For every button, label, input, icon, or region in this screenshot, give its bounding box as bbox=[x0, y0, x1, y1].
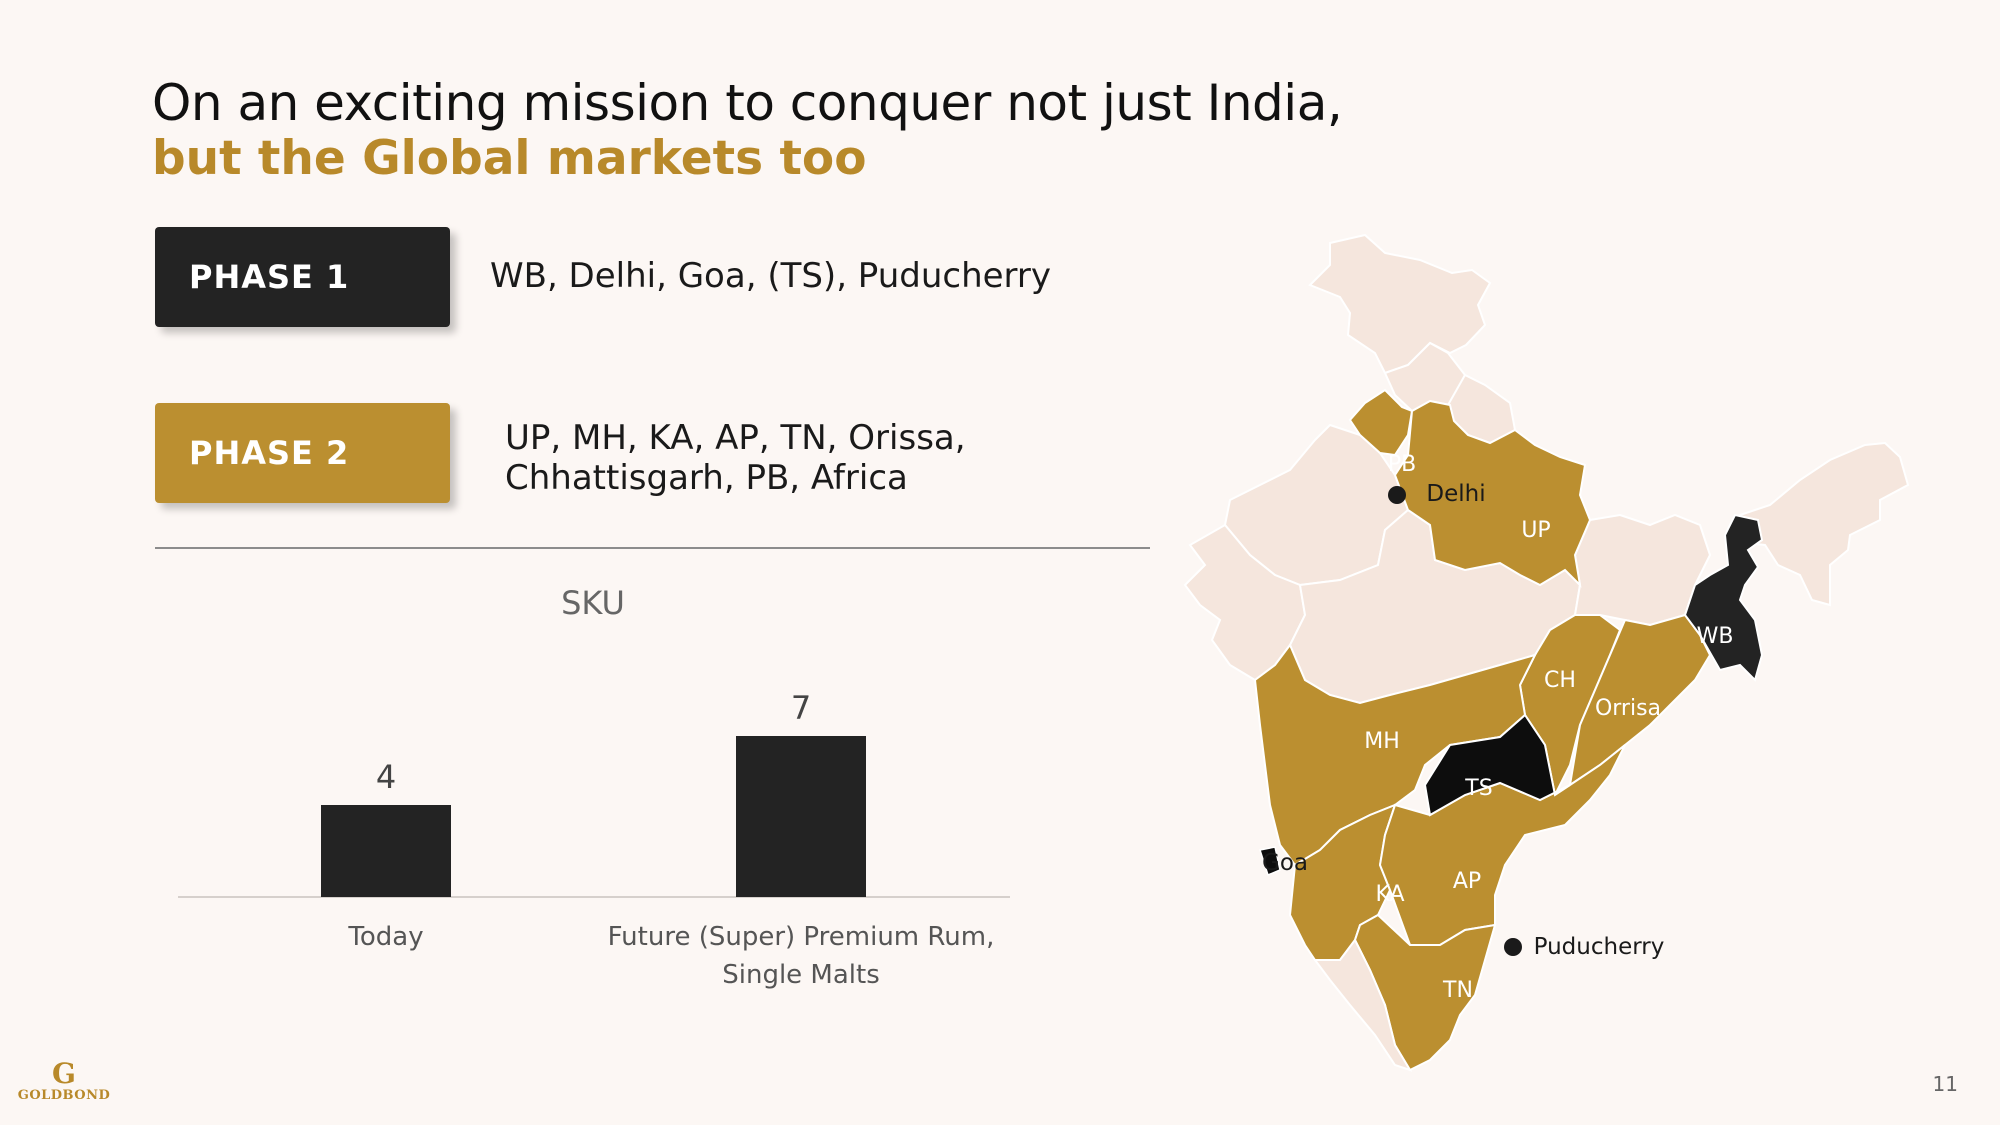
map-label-puducherry: Puducherry bbox=[1534, 934, 1665, 960]
map-label-goa: Goa bbox=[1262, 850, 1308, 876]
category-label-2-line-1: Future (Super) Premium Rum, bbox=[608, 922, 995, 952]
chart-title: SKU bbox=[561, 584, 625, 622]
bar-value-label-2: 7 bbox=[791, 689, 811, 727]
map-label-wb: WB bbox=[1697, 624, 1734, 649]
category-label-2-line-2: Single Malts bbox=[722, 960, 880, 990]
bar-1 bbox=[321, 805, 451, 897]
map-label-ts: TS bbox=[1464, 776, 1492, 801]
sku-bar-chart: SKU 4 Today 7 Future (Super) Premium Rum, Sin… bbox=[178, 584, 1010, 990]
delhi-marker bbox=[1388, 486, 1406, 504]
map-region-gujarat bbox=[1183, 523, 1307, 682]
puducherry-marker bbox=[1504, 938, 1522, 956]
phase-2-markets-line-1: UP, MH, KA, AP, TN, Orissa, bbox=[505, 418, 966, 458]
bar-value-label-1: 4 bbox=[376, 758, 396, 796]
map-region-goa bbox=[1259, 846, 1281, 877]
map-label-orrisa: Orrisa bbox=[1595, 696, 1661, 721]
map-region-karnataka bbox=[1288, 803, 1397, 961]
bar-2 bbox=[736, 736, 866, 897]
goldbond-logo: G GOLDBOND bbox=[16, 1057, 112, 1104]
map-label-ch: CH bbox=[1544, 668, 1576, 693]
phase-1-markets-line: WB, Delhi, Goa, (TS), Puducherry bbox=[490, 256, 1052, 296]
phase-1-label: PHASE 1 bbox=[189, 258, 350, 296]
map-label-tn: TN bbox=[1442, 978, 1473, 1003]
map-label-pb: PB bbox=[1388, 452, 1416, 477]
phase-2-badge: PHASE 2 bbox=[155, 403, 450, 503]
phase-1-markets: WB, Delhi, Goa, (TS), Puducherry bbox=[490, 256, 1051, 296]
map-label-up: UP bbox=[1521, 518, 1550, 543]
phase-2-markets: UP, MH, KA, AP, TN, Orissa, Chhattisgarh… bbox=[505, 418, 1025, 498]
phase-2-label: PHASE 2 bbox=[189, 434, 350, 472]
map-region-north bbox=[1308, 233, 1492, 375]
map-region-wb bbox=[1683, 513, 1764, 682]
map-region-punjab bbox=[1348, 388, 1414, 457]
india-market-map: PB UP WB CH Orrisa MH TS AP KA TN Delhi … bbox=[1183, 233, 1910, 1072]
map-region-ts bbox=[1423, 713, 1571, 817]
map-label-ka: KA bbox=[1375, 882, 1404, 907]
phase-2-markets-line-2: Chhattisgarh, PB, Africa bbox=[505, 458, 908, 498]
map-region-up bbox=[1393, 399, 1592, 588]
category-label-1-line-1: Today bbox=[347, 922, 423, 952]
map-label-delhi: Delhi bbox=[1426, 481, 1485, 507]
page-title: On an exciting mission to conquer not ju… bbox=[152, 74, 1343, 186]
page-number: 11 bbox=[1932, 1072, 1958, 1096]
phase-1-badge: PHASE 1 bbox=[155, 227, 450, 327]
title-line-1: On an exciting mission to conquer not ju… bbox=[152, 74, 1343, 132]
map-region-northeast bbox=[1726, 441, 1910, 607]
map-label-ap: AP bbox=[1453, 869, 1481, 894]
section-divider bbox=[155, 547, 1150, 549]
logo-text: GOLDBOND bbox=[17, 1088, 111, 1103]
logo-mark: G bbox=[52, 1057, 76, 1090]
map-label-mh: MH bbox=[1364, 729, 1400, 754]
title-line-2: but the Global markets too bbox=[152, 131, 867, 186]
map-region-kerala bbox=[1313, 938, 1413, 1072]
